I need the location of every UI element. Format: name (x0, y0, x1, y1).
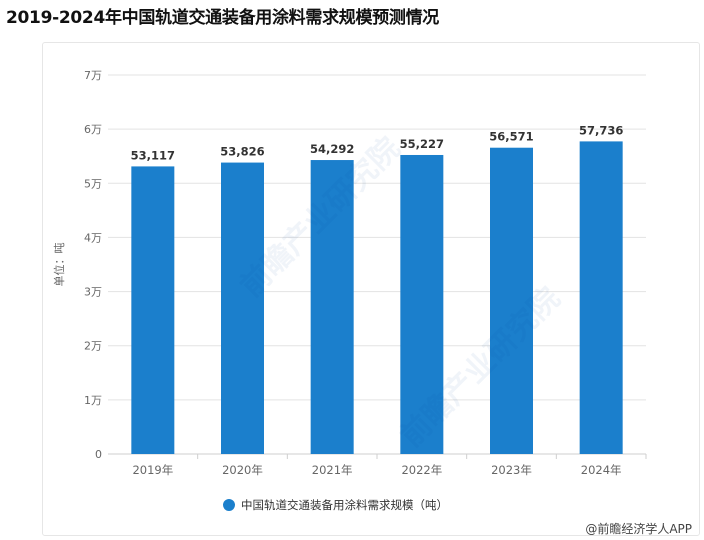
bar (400, 154, 444, 455)
y-tick-label: 7万 (84, 69, 102, 82)
chart-card: 0 1万 2万 3万 4万 5万 6万 7万单位：吨 53,117 2019年 53,826 2020… (42, 42, 700, 536)
y-tick-label: 2万 (84, 340, 102, 353)
bar-value-label: 57,736 (579, 123, 623, 137)
chart-title: 2019-2024年中国轨道交通装备用涂料需求规模预测情况 (6, 8, 439, 28)
x-tick-label: 2021年 (312, 463, 353, 477)
bar-value-label: 56,571 (489, 130, 533, 144)
legend-marker (223, 499, 235, 511)
y-tick-label: 1万 (84, 394, 102, 407)
x-tick-label: 2020年 (222, 463, 263, 477)
bar (131, 166, 175, 454)
source-credit: @前瞻经济学人APP (585, 522, 692, 536)
y-tick-label: 5万 (84, 177, 102, 190)
bar (310, 160, 354, 454)
x-tick-label: 2019年 (132, 463, 173, 477)
y-tick-label: 3万 (84, 286, 102, 299)
y-axis-title: 单位：吨 (52, 243, 66, 287)
x-tick-label: 2024年 (581, 463, 622, 477)
bar-value-label: 55,227 (400, 137, 444, 151)
y-tick-label: 0 (95, 448, 102, 461)
bar-value-label: 53,826 (220, 145, 264, 159)
y-tick-label: 4万 (84, 231, 102, 244)
bar (221, 162, 264, 454)
x-tick-label: 2022年 (401, 463, 442, 477)
bar-value-label: 54,292 (310, 142, 354, 156)
y-tick-label: 6万 (84, 123, 102, 136)
legend-label: 中国轨道交通装备用涂料需求规模（吨） (241, 498, 448, 512)
bar (579, 141, 623, 454)
bar-value-label: 53,117 (131, 148, 175, 162)
bar (490, 147, 533, 454)
x-tick-label: 2023年 (491, 463, 532, 477)
